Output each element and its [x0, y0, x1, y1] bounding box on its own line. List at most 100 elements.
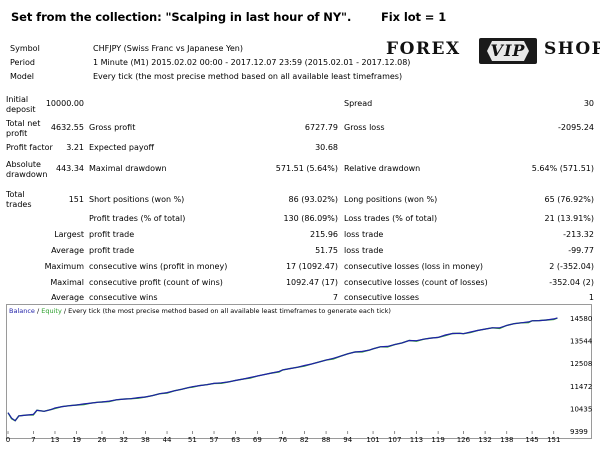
short-positions-label: Short positions (won %) [89, 195, 185, 204]
loss-trades-value: 21 (13.91%) [544, 214, 594, 223]
legend-equity: Equity [41, 307, 62, 315]
chart-legend: Balance / Equity / Every tick (the most … [9, 307, 391, 315]
x-tick-label: 119 [431, 436, 444, 444]
y-tick-label: 9399 [570, 428, 588, 436]
maximal-consec-profit-value: 1092.47 (17) [285, 278, 338, 287]
logo-vip-badge: VIP [479, 38, 537, 64]
model-label: Model [10, 72, 35, 81]
maximum-label: Maximum [44, 262, 84, 271]
x-tick-label: 32 [119, 436, 128, 444]
spread-value: 30 [583, 99, 594, 108]
report-title: Set from the collection: "Scalping in la… [11, 10, 446, 24]
profit-factor-value: 3.21 [66, 143, 84, 152]
total-net-profit-label: Total net profit [6, 119, 41, 138]
total-net-profit-value: 4632.55 [50, 123, 84, 132]
x-tick-label: 38 [141, 436, 150, 444]
logo-word-left: FOREX [386, 39, 461, 59]
maximal-drawdown-value: 571.51 (5.64%) [275, 164, 338, 173]
x-tick-label: 0 [6, 436, 10, 444]
y-tick-label: 11472 [570, 383, 592, 391]
forex-vip-shop-logo: FOREX VIP SHOP [386, 38, 600, 64]
period-value: 1 Minute (M1) 2015.02.02 00:00 - 2017.12… [93, 58, 411, 67]
max-consec-losses-value: 2 (-352.04) [549, 262, 594, 271]
x-tick-label: 51 [188, 436, 197, 444]
x-tick-label: 145 [525, 436, 538, 444]
average-label: Average [51, 246, 84, 255]
expected-payoff-value: 30.68 [315, 143, 338, 152]
symbol-value: CHFJPY (Swiss Franc vs Japanese Yen) [93, 44, 243, 53]
x-tick-label: 63 [231, 436, 240, 444]
y-tick-label: 13544 [570, 338, 593, 346]
maximal-consec-loss-label: consecutive losses (count of losses) [344, 278, 488, 287]
gross-loss-label: Gross loss [344, 123, 385, 132]
gross-loss-value: -2095.24 [558, 123, 594, 132]
x-tick-label: 132 [478, 436, 491, 444]
y-tick-label: 14580 [570, 315, 592, 323]
x-tick-label: 94 [343, 436, 352, 444]
legend-balance: Balance [9, 307, 35, 315]
average2-label: Average [51, 293, 84, 302]
profit-factor-label: Profit factor [6, 143, 53, 152]
average-loss-label: loss trade [344, 246, 384, 255]
x-tick-label: 82 [300, 436, 309, 444]
lot-text: Fix lot = 1 [381, 10, 447, 24]
avg-consec-losses-value: 1 [588, 293, 594, 302]
largest-loss-value: -213.32 [563, 230, 594, 239]
balance-chart: 0 7 13 19 26 32 38 44 51 57 63 69 76 82 88 94 101 107 113 1… [6, 315, 593, 444]
relative-drawdown-label: Relative drawdown [344, 164, 421, 173]
average-profit-label: profit trade [89, 246, 135, 255]
max-consec-wins-value: 17 (1092.47) [285, 262, 338, 271]
x-tick-label: 57 [210, 436, 219, 444]
long-positions-value: 65 (76.92%) [544, 195, 594, 204]
maximal-label: Maximal [50, 278, 84, 287]
x-tick-label: 13 [51, 436, 60, 444]
max-consec-losses-label: consecutive losses (loss in money) [344, 262, 484, 271]
average-profit-value: 51.75 [315, 246, 338, 255]
long-positions-label: Long positions (won %) [344, 195, 438, 204]
x-tick-label: 7 [31, 436, 35, 444]
absolute-drawdown-value: 443.34 [56, 164, 84, 173]
largest-loss-label: loss trade [344, 230, 384, 239]
x-tick-label: 88 [322, 436, 331, 444]
x-tick-label: 101 [366, 436, 379, 444]
avg-consec-wins-value: 7 [332, 293, 338, 302]
total-trades-label: Total trades [6, 190, 32, 209]
legend-text: Every tick (the most precise method base… [68, 307, 391, 315]
balance-chart-frame [6, 304, 592, 439]
short-positions-value: 86 (93.02%) [288, 195, 338, 204]
loss-trades-label: Loss trades (% of total) [344, 214, 438, 223]
balance-line [7, 317, 558, 422]
largest-label: Largest [54, 230, 84, 239]
x-tick-label: 69 [253, 436, 262, 444]
y-tick-label: 10435 [570, 405, 592, 413]
x-tick-label: 113 [410, 436, 423, 444]
logo-word-right: SHOP [544, 39, 600, 59]
x-tick-label: 44 [163, 436, 172, 444]
logo-word-middle: VIP [490, 41, 526, 60]
total-trades-value: 151 [68, 195, 84, 204]
logo-hexagon [487, 41, 529, 61]
x-tick-label: 19 [72, 436, 81, 444]
report-title-text: Set from the collection: "Scalping in la… [11, 10, 352, 24]
profit-trades-value: 130 (86.09%) [283, 214, 338, 223]
expected-payoff-label: Expected payoff [89, 143, 154, 152]
maximal-consec-profit-label: consecutive profit (count of wins) [89, 278, 223, 287]
largest-profit-label: profit trade [89, 230, 135, 239]
avg-consec-wins-label: consecutive wins [89, 293, 158, 302]
x-tick-label: 76 [278, 436, 287, 444]
x-tick-label: 126 [457, 436, 471, 444]
legend-sep1: / [34, 307, 42, 315]
spread-label: Spread [344, 99, 373, 108]
x-tick-label: 107 [388, 436, 401, 444]
legend-sep2: / [61, 307, 69, 315]
model-value: Every tick (the most precise method base… [93, 72, 403, 81]
x-tick-label: 138 [500, 436, 513, 444]
maximal-consec-loss-value: -352.04 (2) [549, 278, 594, 287]
x-tick-label: 26 [98, 436, 107, 444]
gross-profit-label: Gross profit [89, 123, 136, 132]
average-loss-value: -99.77 [568, 246, 594, 255]
symbol-label: Symbol [10, 44, 40, 53]
max-consec-wins-label: consecutive wins (profit in money) [89, 262, 228, 271]
largest-profit-value: 215.96 [310, 230, 338, 239]
profit-trades-label: Profit trades (% of total) [89, 214, 186, 223]
